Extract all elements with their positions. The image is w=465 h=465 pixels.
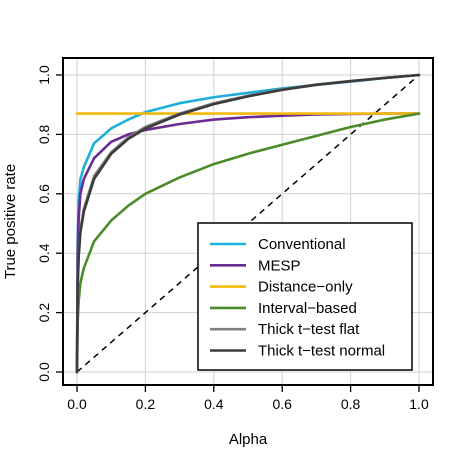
y-tick-label: 1.0 (36, 65, 52, 85)
x-tick-label: 0.2 (136, 396, 156, 412)
legend-label: Thick t−test flat (258, 321, 360, 338)
series-lines (75, 73, 421, 374)
x-tick-label: 0.0 (67, 396, 87, 412)
legend-label: MESP (258, 257, 301, 274)
x-axis: 0.0 0.2 0.4 0.6 0.8 1.0 (67, 385, 429, 412)
y-axis: 0.0 0.2 0.4 0.6 0.8 1.0 (36, 65, 63, 382)
y-tick-label: 0.2 (36, 303, 52, 323)
x-axis-title: Alpha (229, 431, 268, 448)
legend-label: Thick t−test normal (258, 343, 385, 360)
plot-frame (62, 57, 434, 386)
legend-label: Distance−only (258, 279, 353, 296)
y-tick-label: 0.4 (36, 243, 52, 263)
series-line-3 (75, 112, 421, 374)
series-line-5 (75, 73, 421, 374)
y-tick-label: 0.8 (36, 124, 52, 144)
legend-label: Conventional (258, 236, 346, 253)
x-tick-label: 1.0 (409, 396, 429, 412)
x-tick-label: 0.8 (341, 396, 361, 412)
legend-label: Interval−based (258, 300, 357, 317)
y-tick-label: 0.0 (36, 362, 52, 382)
x-tick-label: 0.6 (272, 396, 292, 412)
legend-box (197, 222, 413, 371)
legend: Conventional MESP Distance−only Interval−ba… (197, 222, 413, 371)
y-axis-title: True positive rate (2, 164, 19, 279)
y-tick-label: 0.6 (36, 184, 52, 204)
x-tick-label: 0.4 (204, 396, 224, 412)
